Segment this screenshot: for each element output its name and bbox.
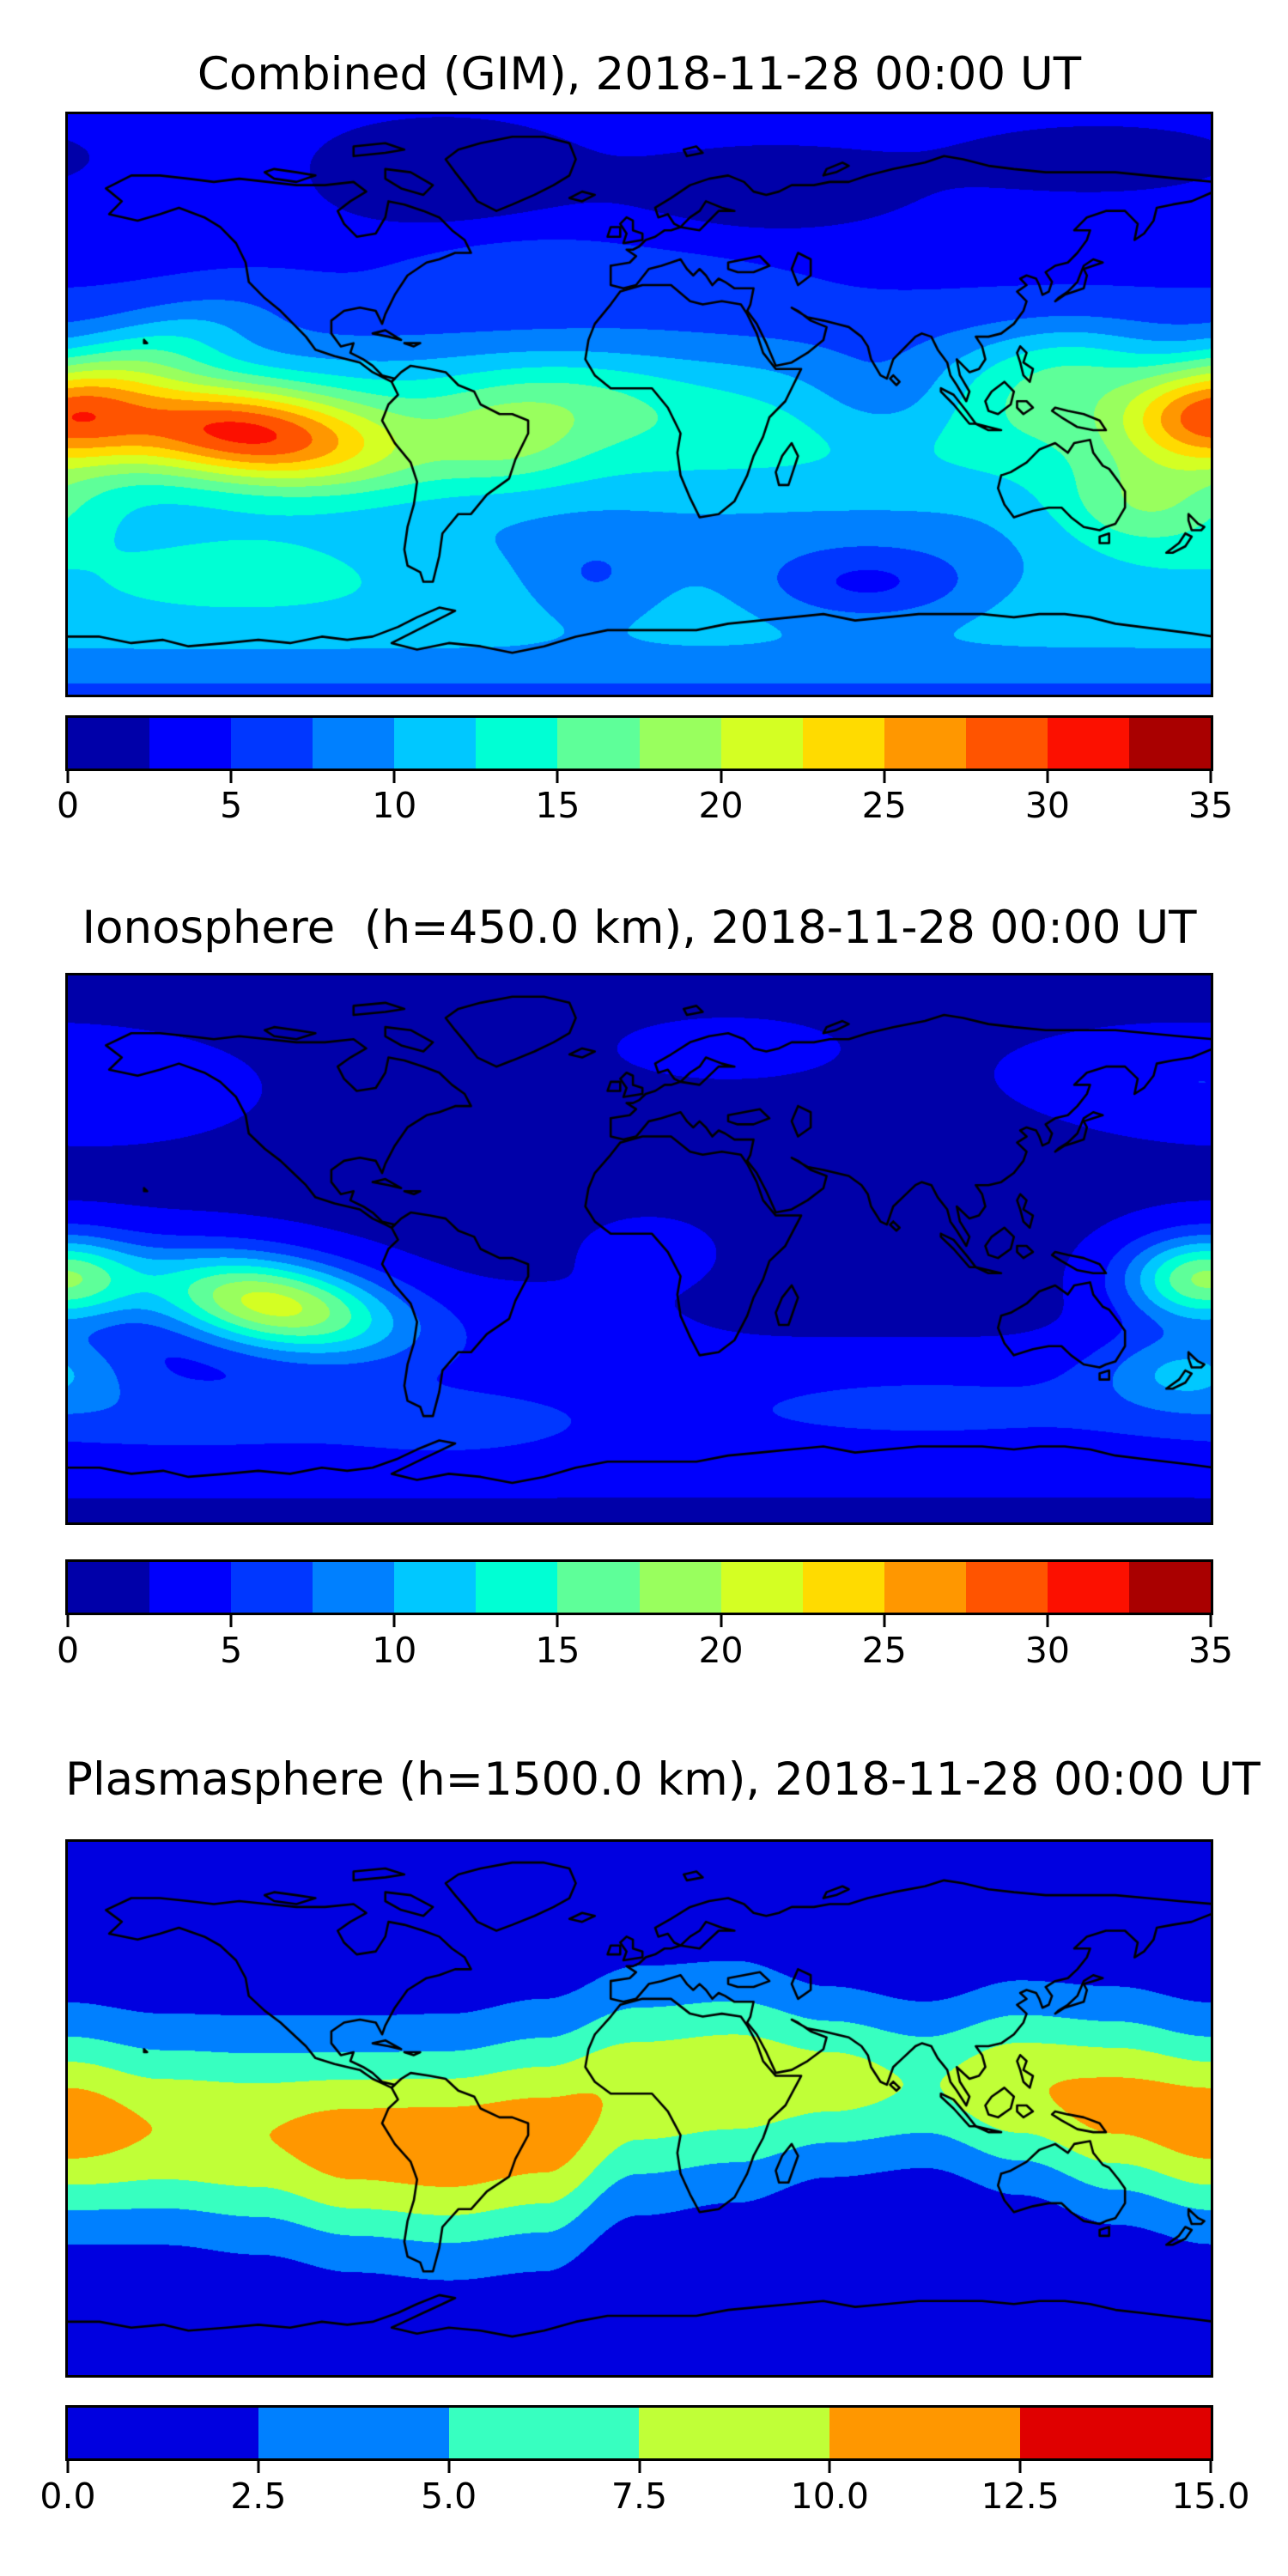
colorbar-segment — [149, 718, 232, 769]
colorbar-segment — [448, 2408, 640, 2458]
colorbar-segment — [639, 2408, 830, 2458]
colorbar-tick-label: 0.0 — [39, 2476, 96, 2517]
colorbar-tick — [883, 1615, 886, 1627]
colorbar-tick — [66, 2461, 70, 2473]
colorbar-segment — [639, 718, 721, 769]
colorbar-ticks — [65, 2461, 1213, 2475]
colorbar-segment — [965, 1562, 1048, 1613]
panel-title: Combined (GIM), 2018-11-28 00:00 UT — [197, 48, 1082, 100]
colorbar-tick — [257, 2461, 260, 2473]
colorbar-tick-label: 35 — [1188, 785, 1234, 826]
colorbar-segment — [476, 1562, 558, 1613]
colorbar-tick-label: 0 — [56, 1630, 80, 1671]
world-map-canvas — [65, 1839, 1213, 2378]
colorbar-tick-label: 15 — [535, 1630, 580, 1671]
colorbar-tick-label: 10 — [372, 1630, 417, 1671]
colorbar-segment — [1020, 2408, 1211, 2458]
colorbar-segment — [68, 718, 150, 769]
colorbar-tick — [828, 2461, 831, 2473]
colorbar-tick — [1046, 771, 1049, 783]
colorbar-tick — [392, 771, 396, 783]
colorbar-segment — [965, 718, 1048, 769]
colorbar-tick — [229, 1615, 233, 1627]
colorbar-tick — [1209, 2461, 1212, 2473]
colorbar-segment — [1047, 1562, 1130, 1613]
colorbar-tick-label: 15 — [535, 785, 580, 826]
colorbar-tick — [447, 2461, 451, 2473]
colorbar-tick — [720, 771, 723, 783]
colorbar-segment — [884, 1562, 966, 1613]
colorbar-segment — [720, 718, 803, 769]
colorbar-segment — [802, 1562, 884, 1613]
colorbar-tick-label: 20 — [698, 785, 744, 826]
colorbar-tick-label: 25 — [861, 1630, 907, 1671]
colorbar-segment — [884, 718, 966, 769]
colorbar-ticks — [65, 1615, 1213, 1629]
colorbar-tick — [66, 1615, 70, 1627]
colorbar-segment — [149, 1562, 232, 1613]
colorbar-segment — [258, 2408, 449, 2458]
panel-ionosphere: Ionosphere (h=450.0 km), 2018-11-28 00:0… — [0, 859, 1288, 1717]
colorbar-tick-label: 20 — [698, 1630, 744, 1671]
colorbar-tick — [1209, 1615, 1212, 1627]
colorbar-tick-label: 10.0 — [790, 2476, 869, 2517]
colorbar-tick — [638, 2461, 641, 2473]
colorbar-tick — [1046, 1615, 1049, 1627]
colorbar-tick — [66, 771, 70, 783]
colorbar-tick — [1209, 771, 1212, 783]
colorbar-segment — [1047, 718, 1130, 769]
colorbar-segment — [802, 718, 884, 769]
colorbar-tick-label: 15.0 — [1171, 2476, 1250, 2517]
colorbar-segment — [68, 1562, 150, 1613]
colorbar-tick-label: 30 — [1024, 785, 1070, 826]
colorbar-tick — [883, 771, 886, 783]
colorbar-segment — [313, 718, 395, 769]
panel-title: Plasmasphere (h=1500.0 km), 2018-11-28 0… — [65, 1753, 1261, 1806]
colorbar-segment — [720, 1562, 803, 1613]
panel-plasmasphere: Plasmasphere (h=1500.0 km), 2018-11-28 0… — [0, 1717, 1288, 2576]
colorbar-tick-label: 12.5 — [981, 2476, 1060, 2517]
colorbar-tick-label: 25 — [861, 785, 907, 826]
colorbar-tick-label: 10 — [372, 785, 417, 826]
colorbar-segment — [829, 2408, 1021, 2458]
colorbar-tick-label: 30 — [1024, 1630, 1070, 1671]
colorbar-tick-label: 0 — [56, 785, 80, 826]
colorbar-tick-label: 7.5 — [611, 2476, 668, 2517]
colorbar-tick-label: 5.0 — [421, 2476, 477, 2517]
colorbar-segment — [639, 1562, 721, 1613]
panel-title: Ionosphere (h=450.0 km), 2018-11-28 00:0… — [82, 902, 1197, 954]
colorbar-tick-label: 5 — [220, 1630, 243, 1671]
colorbar-tick-label: 35 — [1188, 1630, 1234, 1671]
colorbar-segment — [1129, 1562, 1212, 1613]
colorbar-labels: 0.0 2.5 5.0 7.5 10.0 12.5 15.0 — [39, 2476, 1249, 2518]
panel-combined-gim: Combined (GIM), 2018-11-28 00:00 UT 0 5 10… — [0, 0, 1288, 859]
colorbar-tick-label: 2.5 — [230, 2476, 287, 2517]
colorbar — [65, 2405, 1213, 2461]
colorbar-tick-label: 5 — [220, 785, 243, 826]
colorbar-segment — [231, 718, 313, 769]
colorbar-segment — [313, 1562, 395, 1613]
colorbar-tick — [229, 771, 233, 783]
colorbar — [65, 715, 1213, 771]
colorbar-ticks — [65, 771, 1213, 785]
colorbar-segment — [476, 718, 558, 769]
colorbar — [65, 1559, 1213, 1615]
world-map-canvas — [65, 973, 1213, 1525]
colorbar-segment — [231, 1562, 313, 1613]
colorbar-tick — [392, 1615, 396, 1627]
colorbar-segment — [557, 1562, 640, 1613]
colorbar-labels: 0 5 10 15 20 25 30 35 — [57, 785, 1233, 828]
colorbar-tick — [556, 771, 559, 783]
colorbar-segment — [394, 718, 477, 769]
colorbar-tick — [720, 1615, 723, 1627]
colorbar-segment — [394, 1562, 477, 1613]
colorbar-labels: 0 5 10 15 20 25 30 35 — [57, 1630, 1233, 1673]
world-map-canvas — [65, 112, 1213, 697]
colorbar-tick — [556, 1615, 559, 1627]
colorbar-segment — [557, 718, 640, 769]
colorbar-segment — [68, 2408, 258, 2458]
colorbar-segment — [1129, 718, 1212, 769]
colorbar-tick — [1018, 2461, 1022, 2473]
